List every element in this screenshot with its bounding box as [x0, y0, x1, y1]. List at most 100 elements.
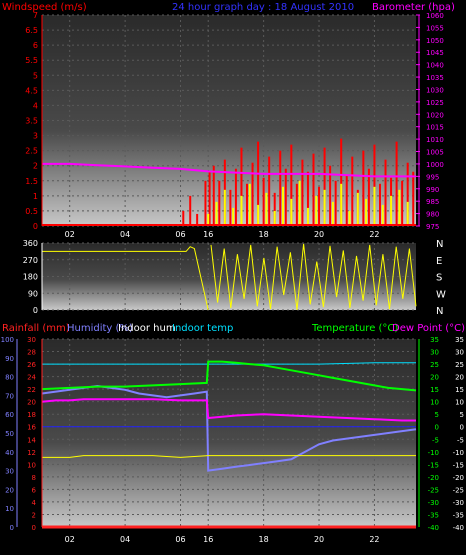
barometer-tick-label: 1020 [426, 111, 444, 119]
direction-tick-label: 270 [23, 256, 38, 265]
barometer-tick-label: 985 [426, 198, 439, 206]
indoor-temp-axis-label: Indoor temp [172, 323, 233, 334]
temperature-tick-label: 25 [430, 361, 439, 369]
panel-3-plot-area [42, 339, 416, 527]
barometer-tick-label: 1035 [426, 74, 444, 82]
panel-1-x-tick-label: 02 [65, 230, 75, 239]
panel-1-x-tick-label: 06 [175, 230, 185, 239]
wind-direction-line [42, 246, 209, 311]
panel-3-x-tick-label: 18 [259, 535, 269, 544]
temperature-axis-label: Temperature (°C) [311, 323, 398, 334]
dew-point-axis-label: Dew Point (°C) [392, 323, 465, 334]
rainfall-tick-label: 18 [27, 411, 36, 419]
temperature-tick-label: -20 [428, 474, 439, 482]
dew-point-tick-label: 0 [460, 424, 464, 432]
panel-1-x-tick-label: 16 [203, 230, 213, 239]
rainfall-tick-label: 0 [32, 524, 36, 532]
barometer-tick-label: 990 [426, 186, 439, 194]
chart-title: 24 hour graph day : 18 August 2010 [172, 2, 354, 13]
barometer-tick-label: 1050 [426, 37, 444, 45]
dew-point-tick-label: 35 [455, 336, 464, 344]
windspeed-tick-label: 5 [33, 71, 38, 80]
rainfall-tick-label: 26 [27, 361, 36, 369]
dew-point-tick-label: -30 [453, 499, 464, 507]
barometer-tick-label: 1015 [426, 124, 444, 132]
windspeed-axis-label: Windspeed (m/s) [2, 2, 87, 13]
barometer-tick-label: 1010 [426, 136, 444, 144]
barometer-tick-label: 1025 [426, 99, 444, 107]
windspeed-tick-label: 0.5 [25, 207, 38, 216]
rainfall-tick-label: 4 [32, 499, 37, 507]
rainfall-tick-label: 30 [27, 336, 36, 344]
dew-point-tick-label: 5 [460, 411, 464, 419]
dew-point-tick-label: -10 [453, 449, 464, 457]
barometer-series-line [42, 162, 416, 178]
rainfall-tick-label: 24 [27, 374, 36, 382]
panel-1-x-tick-label: 04 [120, 230, 130, 239]
windspeed-tick-label: 1 [33, 192, 38, 201]
barometer-tick-label: 1000 [426, 161, 444, 169]
rainfall-tick-label: 16 [27, 424, 36, 432]
humidity-tick-label: 0 [10, 524, 14, 532]
rainfall-tick-label: 20 [27, 399, 36, 407]
humidity-tick-label: 100 [1, 336, 14, 344]
windspeed-tick-label: 6.5 [25, 26, 38, 35]
humidity-tick-label: 60 [5, 411, 14, 419]
humidity-tick-label: 40 [5, 449, 14, 457]
humidity-tick-label: 80 [5, 374, 14, 382]
windspeed-tick-label: 7 [33, 11, 38, 20]
dew-point-tick-label: -40 [453, 524, 464, 532]
panel-3-x-tick-label: 16 [203, 535, 213, 544]
temperature-series-line [41, 360, 417, 392]
indoor-hum-axis-label: Indoor hum [118, 323, 176, 334]
temperature-tick-label: -25 [428, 486, 439, 494]
humidity-tick-label: 10 [5, 505, 14, 513]
dew-point-series-line [41, 398, 416, 422]
temperature-tick-label: 30 [430, 349, 439, 357]
indoor-hum-series-line [42, 455, 416, 458]
panel-1-x-tick-label: 18 [259, 230, 269, 239]
direction-tick-label: 180 [23, 273, 38, 282]
direction-tick-label: 360 [23, 239, 38, 248]
windspeed-tick-label: 0 [33, 222, 38, 231]
temperature-tick-label: -30 [428, 499, 439, 507]
temperature-tick-label: -15 [428, 461, 439, 469]
compass-label: S [436, 273, 442, 284]
compass-label: E [436, 256, 442, 267]
wind-direction-burst-line [210, 243, 417, 311]
panel-3-x-tick-label: 20 [314, 535, 324, 544]
panel-1-x-tick-label: 22 [369, 230, 379, 239]
rainfall-axis-label: Rainfall (mm) [2, 323, 70, 334]
rainfall-tick-label: 6 [32, 486, 37, 494]
rainfall-tick-label: 14 [27, 436, 36, 444]
windspeed-tick-label: 3 [33, 132, 38, 141]
windspeed-tick-label: 4.5 [25, 86, 38, 95]
panel-3-x-tick-label: 06 [175, 535, 185, 544]
barometer-tick-label: 1060 [426, 12, 444, 20]
panel-1-x-tick-label: 20 [314, 230, 324, 239]
panel-3-x-tick-label: 02 [65, 535, 75, 544]
humidity-axis-label: Humidity (%) [67, 323, 133, 334]
humidity-tick-label: 20 [5, 486, 14, 494]
dew-point-tick-label: -15 [453, 461, 464, 469]
windspeed-tick-label: 5.5 [25, 56, 38, 65]
barometer-tick-label: 980 [426, 211, 439, 219]
temperature-tick-label: -10 [428, 449, 439, 457]
dew-point-tick-label: 15 [455, 386, 464, 394]
dew-point-tick-label: -20 [453, 474, 464, 482]
dew-point-tick-label: 25 [455, 361, 464, 369]
direction-tick-label: 0 [33, 306, 38, 315]
dew-point-tick-label: 10 [455, 399, 464, 407]
barometer-tick-label: 1030 [426, 86, 444, 94]
rainfall-tick-label: 12 [27, 449, 36, 457]
direction-tick-label: 90 [28, 289, 38, 298]
windspeed-tick-label: 1.5 [25, 177, 38, 186]
barometer-tick-label: 1005 [426, 149, 444, 157]
temperature-tick-label: 35 [430, 336, 439, 344]
rainfall-tick-label: 2 [32, 511, 36, 519]
temperature-tick-label: -5 [432, 436, 439, 444]
compass-label: N [436, 306, 443, 317]
windspeed-tick-label: 2 [33, 162, 38, 171]
rainfall-tick-label: 22 [27, 386, 36, 394]
